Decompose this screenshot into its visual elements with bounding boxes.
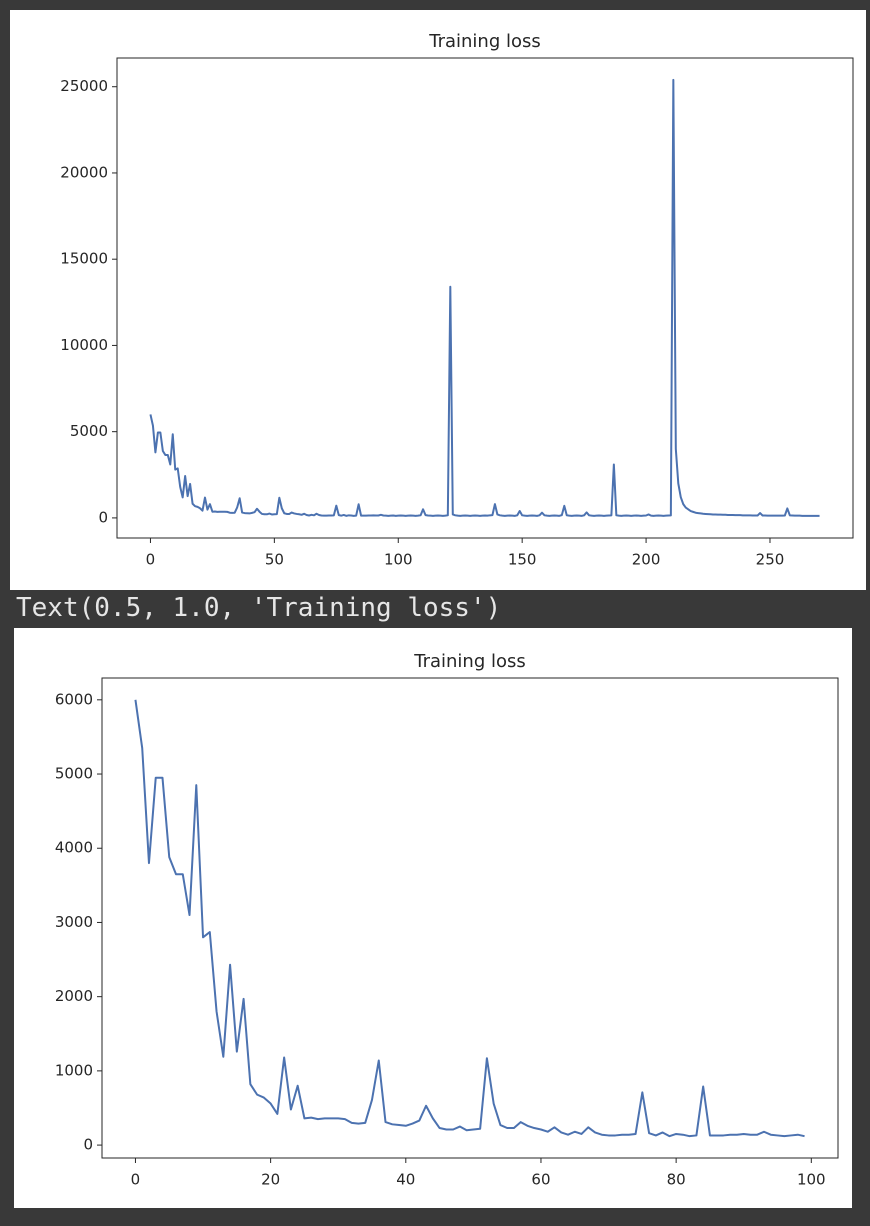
- y-tick-label: 4000: [55, 839, 93, 857]
- x-tick-label: 50: [265, 551, 284, 569]
- x-tick-label: 0: [131, 1171, 141, 1189]
- y-tick-label: 6000: [55, 690, 93, 708]
- x-tick-label: 100: [384, 551, 413, 569]
- x-tick-label: 80: [667, 1171, 686, 1189]
- x-tick-label: 150: [508, 551, 537, 569]
- y-tick-label: 5000: [55, 765, 93, 783]
- x-tick-label: 200: [632, 551, 661, 569]
- axes-frame: [101, 677, 839, 1159]
- loss-line: [149, 78, 820, 517]
- y-tick-label: 25000: [60, 77, 108, 95]
- output-text: Text(0.5, 1.0, 'Training loss'): [16, 593, 502, 623]
- x-tick-label: 250: [756, 551, 785, 569]
- y-tick-label: 2000: [55, 987, 93, 1005]
- chart: Training loss 0 50 100 150 200 250 0 5000 10000 15…: [10, 10, 866, 590]
- y-tick-label: 15000: [60, 250, 108, 268]
- y-tick-label: 0: [98, 508, 108, 526]
- x-tick-label: 20: [261, 1171, 280, 1189]
- axes-frame: [116, 57, 854, 539]
- loss-line: [134, 699, 805, 1138]
- y-tick-label: 5000: [70, 422, 108, 440]
- x-tick-label: 0: [146, 551, 156, 569]
- chart-title: Training loss: [428, 31, 541, 52]
- x-tick-label: 40: [396, 1171, 415, 1189]
- x-tick-label: 60: [531, 1171, 550, 1189]
- y-tick-label: 3000: [55, 913, 93, 931]
- y-tick-label: 10000: [60, 336, 108, 354]
- y-tick-label: 1000: [55, 1061, 93, 1079]
- x-tick-label: 100: [797, 1171, 826, 1189]
- chart-title: Training loss: [413, 651, 526, 672]
- y-tick-label: 20000: [60, 163, 108, 181]
- y-tick-label: 0: [83, 1136, 93, 1154]
